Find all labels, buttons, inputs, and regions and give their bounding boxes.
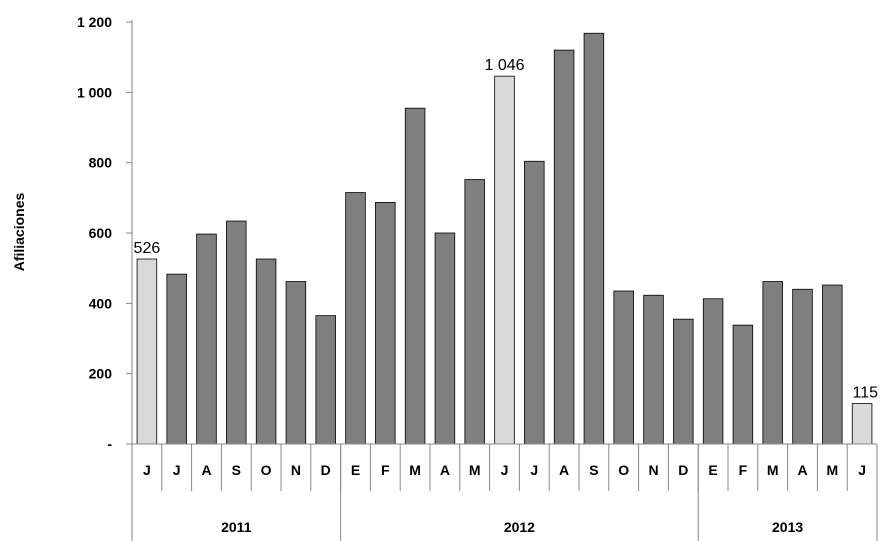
axes: [126, 20, 878, 541]
x-tick-label: M: [469, 462, 481, 478]
x-tick-label: A: [559, 462, 569, 478]
x-tick-label: N: [648, 462, 658, 478]
x-group-label: 2013: [772, 519, 803, 535]
data-labels: 526 1 046 115: [134, 57, 879, 401]
x-tick-label: F: [739, 462, 748, 478]
x-tick-label: O: [618, 462, 629, 478]
x-tick-label: A: [201, 462, 211, 478]
bar: [822, 284, 843, 445]
bar: [166, 273, 187, 445]
x-tick-label: J: [501, 462, 509, 478]
x-tick-label: J: [530, 462, 538, 478]
bar: [583, 32, 605, 445]
bar: [762, 281, 783, 445]
x-tick-label: D: [321, 462, 331, 478]
y-tick-label: 1 200: [77, 14, 112, 30]
x-group-label: 2011: [221, 519, 252, 535]
bar: [851, 403, 873, 445]
bar: [613, 290, 634, 445]
y-axis-ticks: - 200 400 600 800 1 000 1 200: [77, 14, 112, 452]
y-tick-label: 400: [89, 295, 113, 311]
x-group-label: 2012: [504, 519, 535, 535]
bar: [524, 160, 545, 445]
bar: [434, 232, 456, 445]
bar: [226, 220, 247, 445]
x-tick-label: F: [381, 462, 390, 478]
bar: [792, 288, 813, 445]
x-tick-label: O: [261, 462, 272, 478]
x-tick-label: S: [232, 462, 241, 478]
x-tick-label: J: [143, 462, 151, 478]
x-tick-label: M: [826, 462, 838, 478]
data-label: 1 046: [484, 57, 524, 74]
x-tick-label: M: [409, 462, 421, 478]
bar: [702, 298, 724, 445]
bar: [494, 75, 515, 445]
x-tick-label: E: [708, 462, 717, 478]
x-tick-label: J: [858, 462, 866, 478]
bar: [315, 315, 336, 445]
bar: [285, 281, 307, 445]
bar: [732, 324, 754, 445]
x-tick-label: E: [351, 462, 360, 478]
bar: [553, 49, 575, 445]
x-tick-label: M: [767, 462, 779, 478]
x-tick-label: N: [291, 462, 301, 478]
y-tick-label: 600: [89, 225, 113, 241]
y-tick-label: -: [107, 436, 112, 452]
bar: [136, 258, 158, 445]
bar: [643, 294, 664, 445]
x-axis-years: 2011 2012 2013: [221, 519, 803, 535]
bar: [345, 192, 366, 445]
y-tick-label: 1 000: [77, 84, 112, 100]
x-tick-label: D: [678, 462, 688, 478]
bar: [196, 233, 217, 445]
x-tick-label: A: [440, 462, 450, 478]
bar: [404, 107, 426, 445]
x-tick-label: J: [173, 462, 181, 478]
bar: [464, 179, 485, 445]
x-tick-label: S: [589, 462, 598, 478]
x-tick-label: A: [797, 462, 807, 478]
bars: [136, 32, 873, 445]
bar: [255, 258, 277, 445]
y-tick-label: 800: [89, 155, 113, 171]
bar: [375, 202, 396, 445]
data-label: 526: [134, 240, 161, 257]
data-label: 115: [852, 385, 878, 402]
y-tick-label: 200: [89, 366, 113, 382]
bar: [673, 318, 694, 445]
y-axis-label: Afiliaciones: [11, 193, 27, 272]
